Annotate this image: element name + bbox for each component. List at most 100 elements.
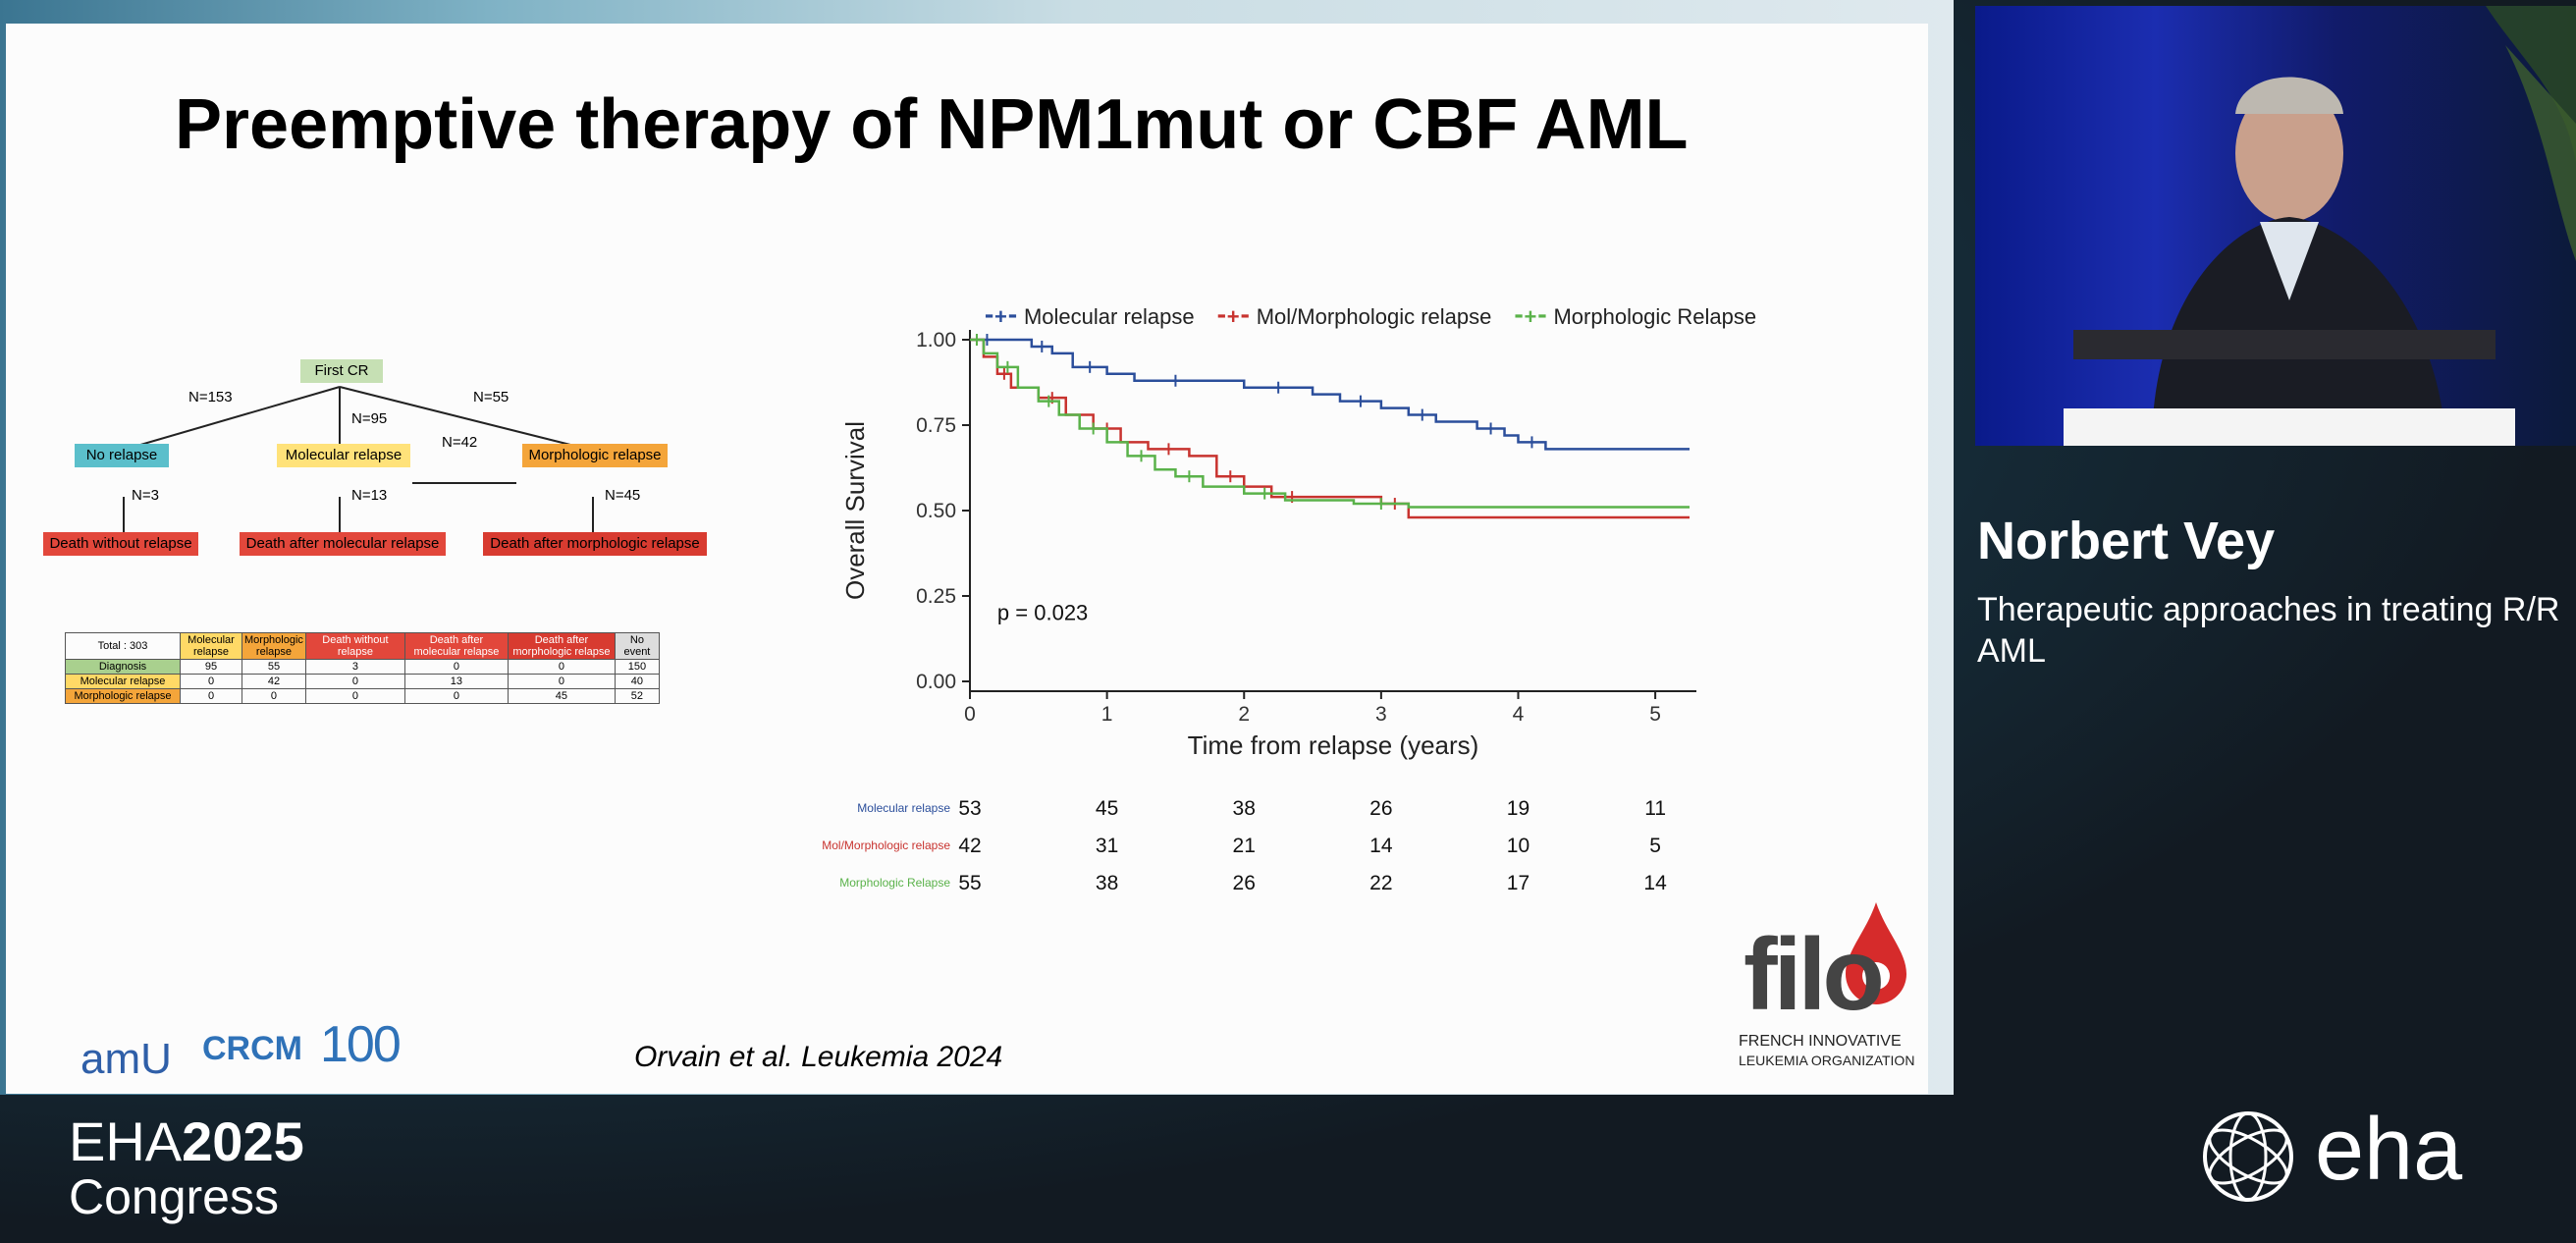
label-n3: N=3	[132, 487, 159, 504]
risk-value: 19	[1506, 797, 1530, 820]
risk-value: 26	[1232, 872, 1256, 894]
label-n55: N=55	[473, 389, 510, 405]
y-tick-label: 0.00	[916, 671, 956, 693]
legend-item: ⁃+⁃ Morphologic Relapse	[1513, 304, 1757, 329]
node-death-after-molecular: Death after molecular relapse	[240, 532, 446, 556]
crcm-logo: CRCM	[202, 1030, 302, 1067]
x-tick-label: 0	[964, 703, 976, 726]
slide-frame: Preemptive therapy of NPM1mut or CBF AML…	[0, 0, 1954, 1095]
label-n153: N=153	[188, 389, 233, 405]
risk-row-label: Morphologic Relapse	[839, 876, 950, 890]
speaker-video	[1975, 6, 2576, 446]
y-tick-label: 0.50	[916, 500, 956, 522]
x-tick-label: 4	[1513, 703, 1525, 726]
node-morphologic-relapse: Morphologic relapse	[522, 444, 668, 467]
risk-value: 14	[1369, 835, 1393, 857]
legend-label: Mol/Morphologic relapse	[1256, 304, 1492, 329]
y-axis-label: Overall Survival	[840, 421, 870, 600]
legend-item: ⁃+⁃ Molecular relapse	[984, 304, 1195, 329]
ipc-logo: 100	[320, 1016, 402, 1073]
risk-value: 55	[958, 872, 982, 894]
risk-value: 22	[1369, 872, 1393, 894]
node-first-cr: First CR	[300, 359, 383, 383]
node-molecular-relapse: Molecular relapse	[277, 444, 410, 467]
cell: 0	[304, 688, 405, 704]
risk-value: 45	[1095, 797, 1119, 820]
risk-value: 42	[958, 835, 982, 857]
table-header: Morphologic relapse	[242, 632, 306, 660]
eha-logo: eha	[2315, 1101, 2463, 1199]
speaker-video-scene	[2064, 6, 2576, 446]
cell: 0	[180, 688, 242, 704]
filo-tagline-1: FRENCH INNOVATIVE	[1739, 1033, 1902, 1050]
x-tick-label: 3	[1375, 703, 1387, 726]
label-n45: N=45	[605, 487, 641, 504]
x-tick-label: 5	[1649, 703, 1661, 726]
table-header: Death after morphologic relapse	[507, 632, 616, 660]
risk-value: 11	[1644, 797, 1667, 820]
risk-value: 14	[1643, 872, 1667, 894]
speaker-topic: Therapeutic approaches in treating R/R A…	[1977, 591, 2560, 670]
filo-drop-icon	[1846, 902, 1906, 1005]
y-tick-label: 0.25	[916, 585, 956, 608]
table-header: Death after molecular relapse	[403, 632, 509, 660]
node-no-relapse: No relapse	[75, 444, 169, 467]
filo-logo: filo	[1744, 918, 1885, 1032]
y-tick-label: 1.00	[916, 329, 956, 351]
node-death-after-morphologic: Death after morphologic relapse	[483, 532, 707, 556]
table-header: Molecular relapse	[180, 632, 242, 660]
risk-value: 38	[1095, 872, 1119, 894]
row-label: Molecular relapse	[65, 674, 181, 689]
slide-title: Preemptive therapy of NPM1mut or CBF AML	[175, 85, 1689, 164]
cell: 55	[242, 659, 306, 675]
amu-logo: amU	[80, 1035, 172, 1083]
legend-item: ⁃+⁃ Mol/Morphologic relapse	[1215, 304, 1492, 329]
risk-value: 53	[958, 797, 982, 820]
chart-legend: ⁃+⁃ Molecular relapse ⁃+⁃ Mol/Morphologi…	[984, 304, 1772, 330]
row-label: Morphologic relapse	[65, 688, 181, 704]
table-header-row: Total : 303 Molecular relapse Morphologi…	[65, 632, 660, 660]
cell: 52	[614, 688, 660, 704]
congress-title: EHA2025	[69, 1109, 304, 1173]
x-axis-label: Time from relapse (years)	[1188, 730, 1479, 760]
risk-value: 21	[1232, 835, 1256, 857]
arrow-firstcr-morphologic	[339, 386, 591, 451]
risk-row-label: Mol/Morphologic relapse	[822, 838, 950, 852]
table-header: Death without relapse	[304, 632, 405, 660]
risk-value: 17	[1506, 872, 1530, 894]
slide: Preemptive therapy of NPM1mut or CBF AML…	[6, 24, 1928, 1094]
congress-eha: EHA	[69, 1110, 183, 1172]
filo-tagline-2: LEUKEMIA ORGANIZATION	[1739, 1053, 1915, 1068]
risk-value: 31	[1095, 835, 1119, 857]
table-row: Morphologic relapse 0 0 0 0 45 52	[65, 688, 660, 704]
x-tick-label: 1	[1101, 703, 1113, 726]
x-tick-label: 2	[1238, 703, 1250, 726]
summary-table: Total : 303 Molecular relapse Morphologi…	[65, 632, 660, 704]
congress-word: Congress	[69, 1169, 279, 1224]
risk-row-label: Molecular relapse	[857, 801, 950, 815]
p-value-annotation: p = 0.023	[997, 600, 1088, 624]
eha-logo-icon	[2203, 1111, 2293, 1202]
km-series-line	[970, 338, 1690, 519]
y-tick-label: 0.75	[916, 414, 956, 437]
km-series-line	[970, 338, 1690, 509]
km-series-line	[970, 338, 1690, 451]
legend-label: Morphologic Relapse	[1553, 304, 1757, 329]
cell: 45	[507, 688, 616, 704]
label-n13: N=13	[351, 487, 388, 504]
table-header: No event	[614, 632, 660, 660]
table-total: Total : 303	[65, 632, 181, 660]
row-label: Diagnosis	[65, 659, 181, 675]
label-n95: N=95	[351, 410, 388, 427]
speaker-name: Norbert Vey	[1977, 512, 2276, 570]
label-n42: N=42	[442, 434, 478, 451]
table-row: Molecular relapse 0 42 0 13 0 40	[65, 674, 660, 689]
table-row: Diagnosis 95 55 3 0 0 150	[65, 659, 660, 675]
congress-year: 2025	[182, 1110, 304, 1172]
risk-value: 38	[1232, 797, 1256, 820]
node-death-without-relapse: Death without relapse	[43, 532, 198, 556]
risk-value: 10	[1506, 835, 1530, 857]
km-chart: 0.00 0.25 0.50 0.75 1.00 0 1 2 3 4 5 Time from rela…	[840, 329, 1696, 760]
risk-value: 26	[1369, 797, 1393, 820]
arrow-firstcr-norelapse	[123, 386, 341, 451]
